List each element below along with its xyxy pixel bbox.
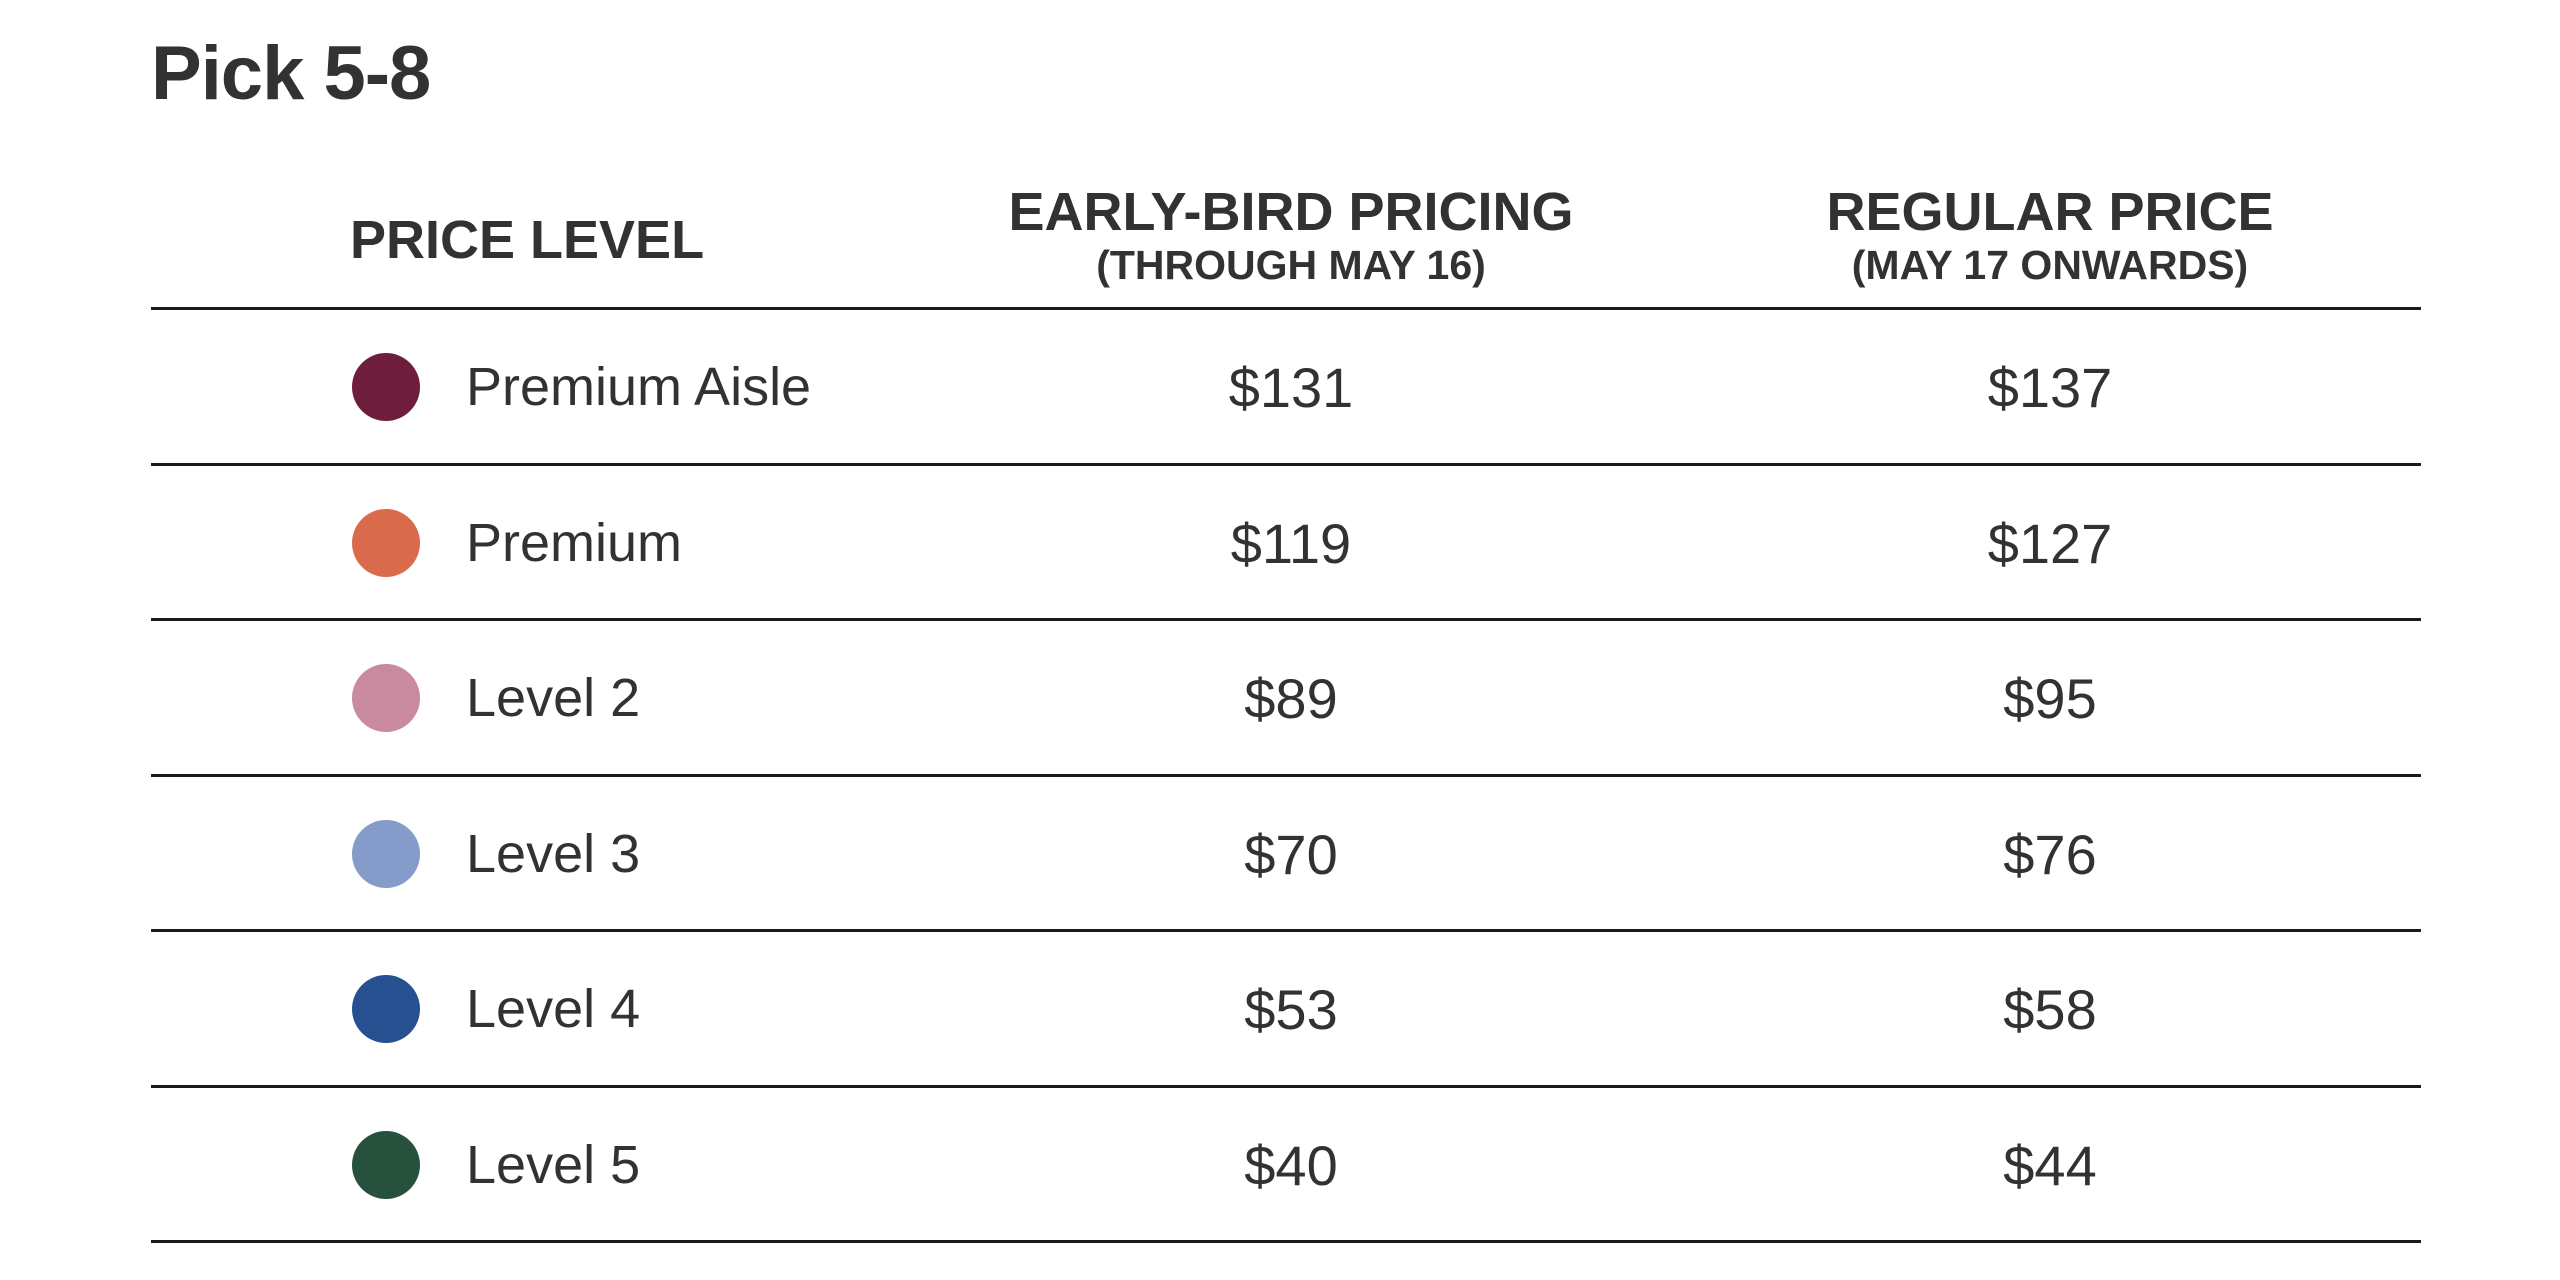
early-bird-price: $131 — [1228, 356, 1354, 419]
early-bird-price: $70 — [1244, 822, 1338, 886]
header-early-bird: EARLY-BIRD PRICING (THROUGH MAY 16) — [991, 185, 1591, 286]
color-dot-icon — [352, 508, 420, 577]
page-title: Pick 5-8 — [151, 31, 431, 116]
row-divider — [151, 618, 2421, 621]
table-row: Level 2 $89 $95 — [151, 621, 2421, 776]
table-row: Premium Aisle $131 $137 — [151, 310, 2421, 465]
row-divider — [151, 1084, 2421, 1088]
header-regular-title: REGULAR PRICE — [1826, 182, 2274, 242]
early-bird-price: $53 — [1244, 978, 1338, 1041]
color-dot-icon — [352, 975, 420, 1043]
header-early-bird-title: EARLY-BIRD PRICING — [1008, 182, 1574, 242]
header-regular-subtitle: (MAY 17 ONWARDS) — [1851, 242, 2249, 288]
header-price-level: PRICE LEVEL — [350, 210, 705, 270]
regular-price: $44 — [2003, 1133, 2097, 1197]
regular-price: $76 — [2003, 822, 2097, 886]
price-level-label: Level 2 — [466, 668, 641, 728]
regular-price: $95 — [2003, 667, 2097, 730]
regular-price: $58 — [2003, 978, 2097, 1041]
header-regular: REGULAR PRICE (MAY 17 ONWARDS) — [1750, 185, 2350, 286]
early-bird-price: $40 — [1244, 1133, 1338, 1197]
table-row: Level 4 $53 $58 — [151, 932, 2421, 1087]
price-level-label: Level 3 — [466, 823, 641, 884]
header-early-bird-subtitle: (THROUGH MAY 16) — [1096, 242, 1486, 288]
header-divider — [151, 307, 2421, 310]
price-level-label: Premium — [466, 512, 683, 573]
table-row: Level 5 $40 $44 — [151, 1088, 2421, 1243]
regular-price: $137 — [1987, 356, 2113, 419]
price-level-label: Premium Aisle — [466, 357, 812, 417]
early-bird-price: $119 — [1230, 511, 1352, 575]
color-dot-icon — [352, 1130, 420, 1199]
row-divider — [151, 462, 2421, 466]
row-divider — [151, 773, 2421, 777]
row-divider — [151, 1240, 2421, 1243]
table-row: Premium $119 $127 — [151, 466, 2421, 621]
regular-price: $127 — [1987, 511, 2113, 575]
price-level-label: Level 4 — [466, 979, 641, 1039]
color-dot-icon — [352, 353, 420, 421]
row-divider — [151, 929, 2421, 932]
price-level-label: Level 5 — [466, 1134, 641, 1195]
color-dot-icon — [352, 819, 420, 888]
color-dot-icon — [352, 664, 420, 732]
table-row: Level 3 $70 $76 — [151, 777, 2421, 932]
early-bird-price: $89 — [1244, 667, 1338, 730]
